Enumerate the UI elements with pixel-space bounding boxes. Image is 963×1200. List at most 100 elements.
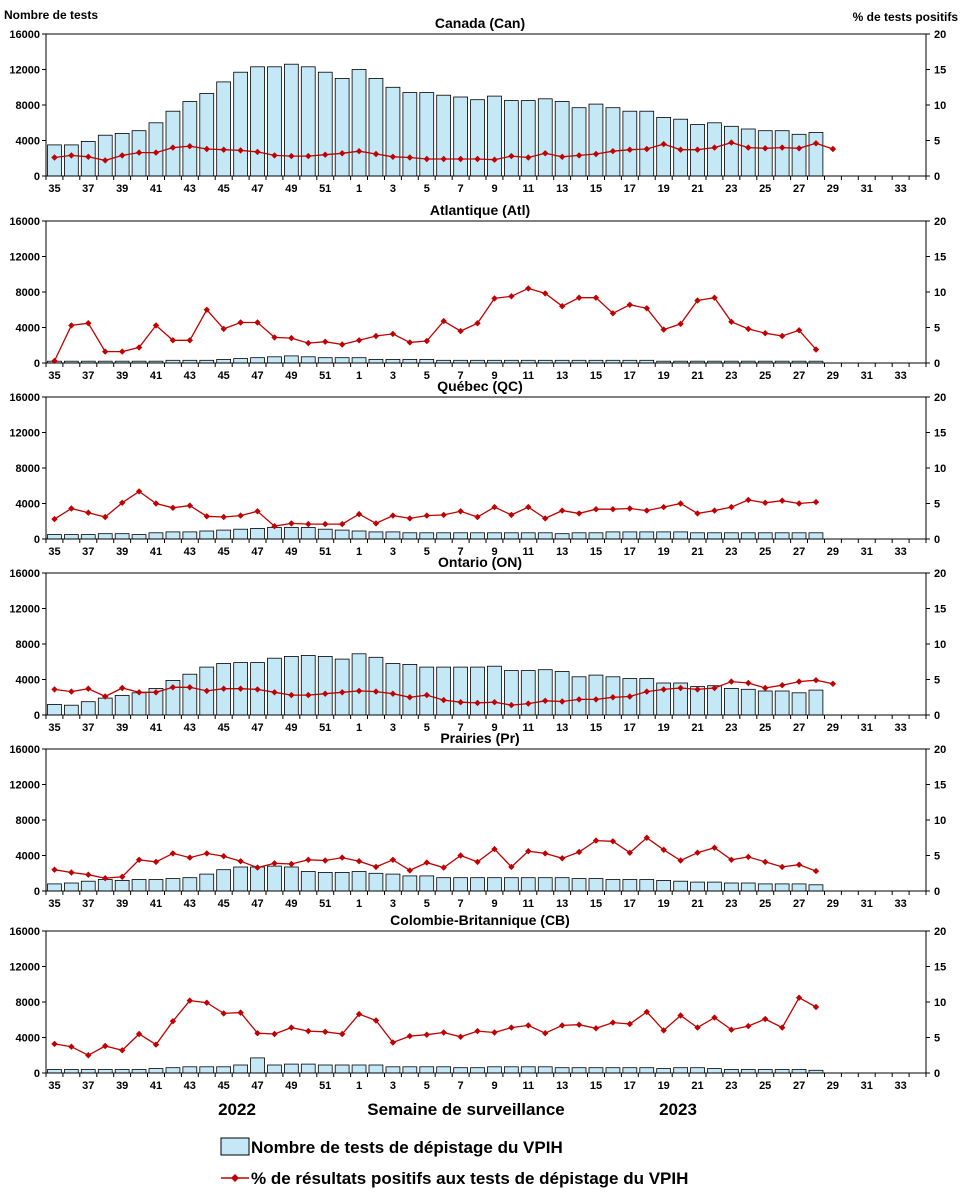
- pct-point-18: [643, 688, 650, 695]
- x-tick-label: 49: [285, 183, 297, 195]
- pct-point-1: [355, 148, 363, 155]
- bar-50: [300, 527, 316, 540]
- pct-point-7: [457, 699, 464, 706]
- bar-12: [537, 669, 553, 716]
- pct-point-48: [271, 334, 278, 341]
- pct-point-39: [119, 499, 126, 506]
- bar-7: [453, 877, 469, 892]
- bar-41: [148, 879, 164, 892]
- pct-point-22: [711, 144, 718, 151]
- pct-point-36: [68, 869, 75, 876]
- x-tick-label: 5: [424, 546, 430, 558]
- bar-24: [740, 532, 756, 540]
- pct-point-45: [220, 513, 227, 521]
- bar-8: [470, 666, 485, 716]
- bar-26: [774, 1069, 790, 1074]
- x-tick-label: 47: [251, 898, 263, 910]
- pct-point-46: [237, 319, 244, 326]
- pct-point-21: [694, 686, 701, 693]
- bar-24: [740, 688, 756, 716]
- bar-35: [47, 1069, 62, 1074]
- bar-16: [605, 1067, 621, 1074]
- pct-point-38: [102, 875, 109, 882]
- x-tick-label: 21: [691, 722, 703, 734]
- x-tick-label: 3: [390, 898, 396, 910]
- pct-point-28: [812, 867, 820, 875]
- bar-16: [605, 531, 621, 540]
- x-tick-label: 21: [691, 546, 703, 558]
- x-tick-label: 23: [725, 546, 737, 558]
- x-tick-label: 31: [861, 183, 873, 195]
- x-tick-label: 3: [390, 722, 396, 734]
- x-tick-label: 49: [285, 1080, 297, 1092]
- x-tick-label: 15: [590, 370, 602, 382]
- pct-point-10: [508, 152, 515, 160]
- pct-point-12: [542, 515, 549, 522]
- pct-point-19: [660, 326, 667, 333]
- x-tick-label: 13: [556, 370, 568, 382]
- pct-point-39: [119, 873, 126, 880]
- bar-8: [470, 99, 485, 177]
- pct-point-3: [389, 856, 397, 863]
- bar-52: [334, 78, 350, 177]
- pct-point-27: [795, 500, 803, 507]
- pct-point-13: [559, 303, 566, 310]
- pct-point-14: [575, 152, 583, 159]
- pct-point-11: [525, 503, 532, 511]
- pct-point-1: [355, 510, 363, 518]
- x-tick-label: 3: [390, 183, 396, 195]
- bar-36: [64, 704, 79, 716]
- pct-point-51: [322, 338, 329, 345]
- x-tick-label: 9: [491, 1080, 497, 1092]
- bar-49: [283, 355, 299, 364]
- bar-7: [453, 1067, 469, 1074]
- pct-point-25: [762, 684, 769, 692]
- bar-44: [199, 873, 215, 892]
- x-tick-label: 31: [861, 722, 873, 734]
- pct-point-49: [288, 334, 295, 342]
- chart-panel-4: Prairies (Pr)040008000120001600005101520…: [9, 730, 946, 910]
- x-tick-label: 51: [319, 722, 331, 734]
- bar-3: [385, 1066, 401, 1074]
- pct-point-48: [271, 523, 278, 530]
- bar-36: [64, 534, 79, 540]
- left-axis-title: Nombre de tests: [4, 8, 98, 22]
- bar-3: [385, 873, 401, 892]
- right-tick-label: 20: [934, 568, 946, 580]
- bar-3: [385, 531, 401, 540]
- panel-title: Prairies (Pr): [440, 730, 519, 746]
- bar-45: [216, 358, 231, 364]
- bar-44: [199, 530, 215, 540]
- pct-point-51: [322, 1028, 329, 1035]
- pct-point-9: [491, 845, 498, 853]
- x-tick-label: 17: [624, 183, 636, 195]
- x-tick-label: 51: [319, 898, 331, 910]
- bar-22: [707, 881, 722, 892]
- pct-point-38: [102, 1042, 109, 1050]
- chart-panel-5: Colombie-Britannique (CB) 0 4000 8000 12000 1…: [9, 912, 946, 1092]
- x-tick-label: 33: [894, 183, 906, 195]
- bar-52: [334, 529, 350, 540]
- pct-point-4: [406, 867, 413, 874]
- x-tick-label: 7: [458, 898, 464, 910]
- bar-38: [97, 1069, 113, 1074]
- x-tick-label: 37: [82, 370, 94, 382]
- pct-point-8: [474, 699, 481, 707]
- x-tick-label: 17: [624, 370, 636, 382]
- x-tick-label: 15: [590, 183, 602, 195]
- bar-6: [436, 1066, 452, 1074]
- pct-point-46: [237, 512, 244, 519]
- bar-1: [351, 357, 367, 364]
- bar-11: [520, 877, 536, 892]
- bar-51: [317, 71, 333, 177]
- pct-point-14: [575, 696, 583, 703]
- x-tick-label: 43: [184, 898, 196, 910]
- bar-15: [588, 103, 604, 177]
- pct-point-4: [406, 339, 413, 346]
- pct-series-line: [53, 287, 817, 362]
- bar-23: [724, 1069, 739, 1074]
- bar-40: [131, 1069, 147, 1074]
- pct-point-26: [779, 1024, 786, 1031]
- pct-point-50: [305, 520, 312, 528]
- pct-point-50: [305, 339, 312, 347]
